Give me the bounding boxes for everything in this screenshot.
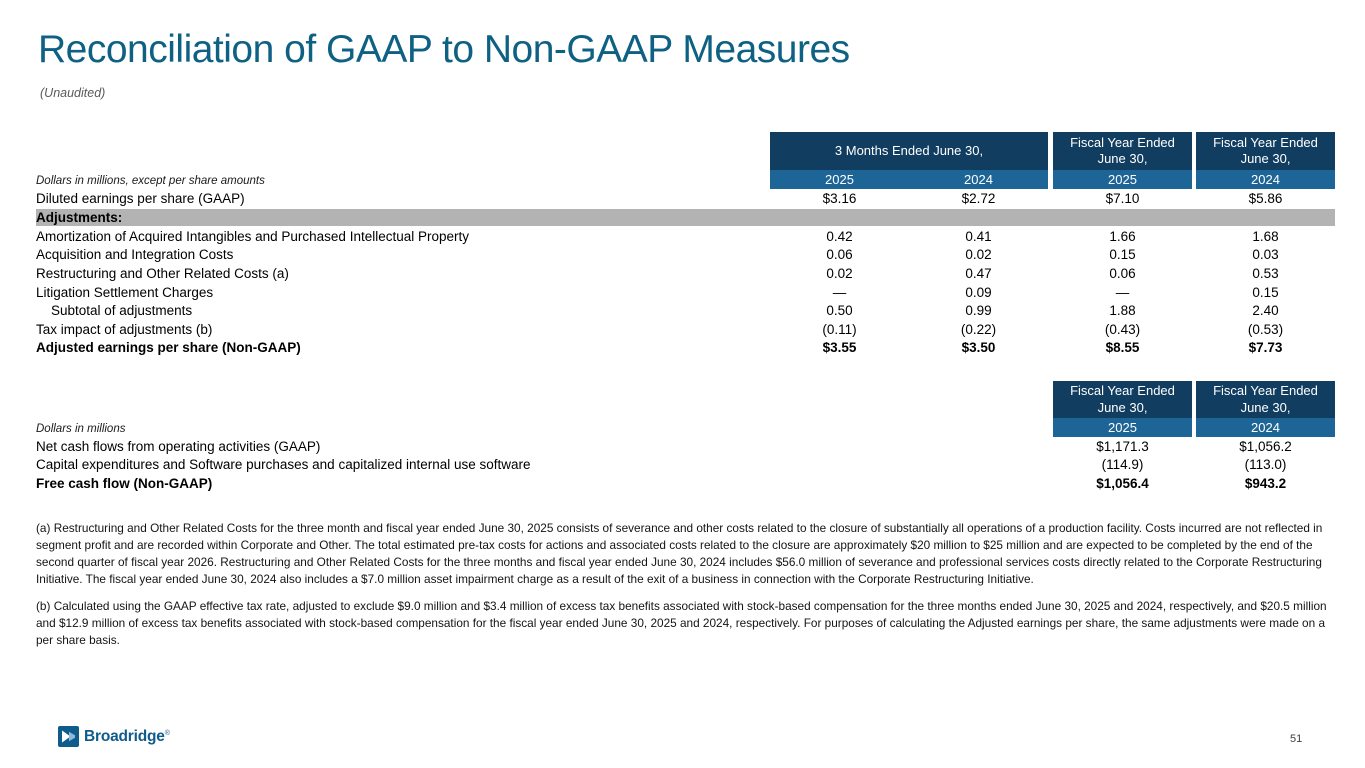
row-label: Adjusted earnings per share (Non-GAAP) xyxy=(36,340,301,356)
column-group-fy2025: Fiscal Year Ended June 30, xyxy=(1053,381,1192,418)
row-label: Diluted earnings per share (GAAP) xyxy=(36,190,245,206)
table-row: Net cash flows from operating activities… xyxy=(36,437,1335,456)
cell-value: — xyxy=(1115,284,1130,300)
cell-value: $1,171.3 xyxy=(1096,438,1149,454)
table-row: Tax impact of adjustments (b) (0.11) (0.… xyxy=(36,320,1335,339)
cell-value: 0.03 xyxy=(1252,247,1279,263)
footnote-a: (a) Restructuring and Other Related Cost… xyxy=(36,521,1323,586)
cell-value: 0.41 xyxy=(965,228,992,244)
row-label: Restructuring and Other Related Costs (a… xyxy=(36,266,289,282)
column-group-fy2025: Fiscal Year Ended June 30, xyxy=(1053,132,1192,170)
cell-value: $943.2 xyxy=(1244,475,1287,491)
cell-value: 0.50 xyxy=(826,303,853,319)
cell-value: $3.16 xyxy=(822,190,857,206)
row-label: Amortization of Acquired Intangibles and… xyxy=(36,228,470,244)
cell-value: $7.10 xyxy=(1105,190,1140,206)
adjustments-label: Adjustments: xyxy=(36,209,123,225)
cell-value: 0.09 xyxy=(965,284,992,300)
cell-value: — xyxy=(832,284,847,300)
broadridge-logo-icon xyxy=(58,726,79,747)
cash-table-header: Fiscal Year Ended June 30, Fiscal Year E… xyxy=(36,381,1335,418)
brand-wordmark: Broadridge® xyxy=(84,727,170,745)
subtitle-unaudited: (Unaudited) xyxy=(40,86,106,100)
eps-table-year-row: Dollars in millions, except per share am… xyxy=(36,170,1335,189)
cell-value: 0.06 xyxy=(826,247,853,263)
table-row-total: Adjusted earnings per share (Non-GAAP) $… xyxy=(36,339,1335,358)
cell-value: $7.73 xyxy=(1248,340,1283,356)
cell-value: 0.02 xyxy=(826,266,853,282)
row-label: Acquisition and Integration Costs xyxy=(36,247,234,263)
year-header-fy-2025: 2025 xyxy=(1053,418,1192,437)
cell-value: (0.11) xyxy=(822,321,857,337)
adjustments-section-bar: Adjustments: xyxy=(36,208,1335,227)
cell-value: 0.06 xyxy=(1109,266,1136,282)
eps-table-header: 3 Months Ended June 30, Fiscal Year Ende… xyxy=(36,132,1335,170)
cell-value: $8.55 xyxy=(1105,340,1140,356)
footnote-b: (b) Calculated using the GAAP effective … xyxy=(36,598,1327,647)
column-group-fy2024: Fiscal Year Ended June 30, xyxy=(1196,132,1335,170)
cell-value: 0.53 xyxy=(1252,266,1279,282)
row-label: Free cash flow (Non-GAAP) xyxy=(36,475,213,491)
footnotes: (a) Restructuring and Other Related Cost… xyxy=(36,520,1334,659)
cell-value: (0.22) xyxy=(960,321,997,337)
cell-value: 0.02 xyxy=(965,247,992,263)
cell-value: $2.72 xyxy=(961,190,996,206)
row-label: Litigation Settlement Charges xyxy=(36,284,214,300)
eps-table-note-cell: Dollars in millions, except per share am… xyxy=(36,170,770,189)
table-row: Litigation Settlement Charges — 0.09 — 0… xyxy=(36,283,1335,302)
year-header-3m-2024: 2024 xyxy=(909,170,1048,189)
year-header-fy-2024: 2024 xyxy=(1196,170,1335,189)
table-row: Amortization of Acquired Intangibles and… xyxy=(36,227,1335,246)
cell-value: 0.15 xyxy=(1252,284,1279,300)
cell-value: $1,056.4 xyxy=(1096,475,1149,491)
header-spacer xyxy=(36,132,770,170)
year-header-3m-2025: 2025 xyxy=(770,170,909,189)
year-header-fy-2025: 2025 xyxy=(1053,170,1192,189)
cash-table-units-note: Dollars in millions xyxy=(36,423,126,435)
broadridge-logo: Broadridge® xyxy=(58,726,170,747)
cell-value: $1,056.2 xyxy=(1239,438,1292,454)
page-title: Reconciliation of GAAP to Non-GAAP Measu… xyxy=(38,28,850,71)
cell-value: 1.66 xyxy=(1109,228,1136,244)
cell-value: (113.0) xyxy=(1244,457,1287,473)
row-label: Tax impact of adjustments (b) xyxy=(36,321,213,337)
year-header-fy-2024: 2024 xyxy=(1196,418,1335,437)
cell-value: 1.68 xyxy=(1252,228,1279,244)
table-row: Acquisition and Integration Costs 0.06 0… xyxy=(36,246,1335,265)
cell-value: 1.88 xyxy=(1109,303,1136,319)
cell-value: (0.43) xyxy=(1104,321,1141,337)
free-cash-flow-table: Fiscal Year Ended June 30, Fiscal Year E… xyxy=(36,381,1335,493)
table-row: Diluted earnings per share (GAAP) $3.16 … xyxy=(36,189,1335,208)
table-row: Restructuring and Other Related Costs (a… xyxy=(36,264,1335,283)
cell-value: 0.47 xyxy=(965,266,992,282)
cell-value: (114.9) xyxy=(1101,457,1144,473)
page-number: 51 xyxy=(1290,733,1303,745)
table-row-total: Free cash flow (Non-GAAP) $1,056.4 $943.… xyxy=(36,474,1335,493)
cash-table-year-row: Dollars in millions 2025 2024 xyxy=(36,418,1335,437)
row-label: Capital expenditures and Software purcha… xyxy=(36,457,531,473)
cash-table-note-cell: Dollars in millions xyxy=(36,418,1053,437)
cell-value: $3.50 xyxy=(961,340,996,356)
eps-table-units-note: Dollars in millions, except per share am… xyxy=(36,175,265,187)
column-group-3-months: 3 Months Ended June 30, xyxy=(770,132,1048,170)
registered-mark: ® xyxy=(164,729,170,737)
cell-value: 0.42 xyxy=(826,228,853,244)
table-row: Subtotal of adjustments 0.50 0.99 1.88 2… xyxy=(36,301,1335,320)
row-label: Net cash flows from operating activities… xyxy=(36,438,321,454)
header-spacer xyxy=(36,381,1053,418)
cell-value: (0.53) xyxy=(1247,321,1284,337)
eps-reconciliation-table: 3 Months Ended June 30, Fiscal Year Ende… xyxy=(36,132,1335,357)
cell-value: 0.15 xyxy=(1109,247,1136,263)
cell-value: $5.86 xyxy=(1248,190,1283,206)
column-group-fy2024: Fiscal Year Ended June 30, xyxy=(1196,381,1335,418)
cell-value: 2.40 xyxy=(1252,303,1279,319)
cell-value: 0.99 xyxy=(965,303,992,319)
table-row: Capital expenditures and Software purcha… xyxy=(36,456,1335,475)
cell-value: $3.55 xyxy=(822,340,857,356)
row-label: Subtotal of adjustments xyxy=(51,303,193,319)
